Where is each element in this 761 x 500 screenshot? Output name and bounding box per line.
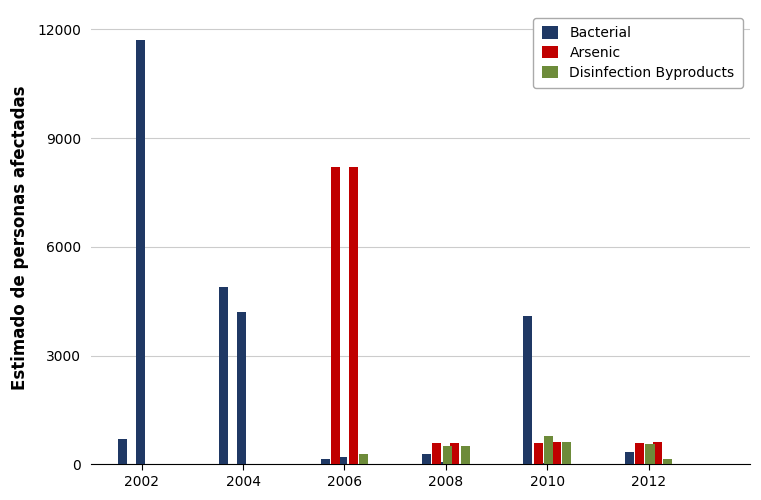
- Bar: [349, 167, 358, 464]
- Bar: [541, 462, 550, 464]
- Bar: [440, 462, 449, 464]
- Bar: [544, 436, 553, 464]
- Bar: [237, 312, 246, 464]
- Bar: [422, 454, 431, 464]
- Bar: [533, 444, 543, 464]
- Bar: [625, 452, 634, 464]
- Bar: [460, 446, 470, 464]
- Bar: [443, 446, 452, 464]
- Bar: [552, 442, 561, 464]
- Bar: [653, 442, 662, 464]
- Y-axis label: Estimado de personas afectadas: Estimado de personas afectadas: [11, 86, 29, 390]
- Bar: [339, 457, 348, 464]
- Bar: [359, 454, 368, 464]
- Bar: [645, 444, 654, 464]
- Bar: [432, 444, 441, 464]
- Bar: [450, 444, 459, 464]
- Legend: Bacterial, Arsenic, Disinfection Byproducts: Bacterial, Arsenic, Disinfection Byprodu…: [533, 18, 743, 88]
- Bar: [118, 439, 127, 464]
- Bar: [331, 167, 340, 464]
- Bar: [664, 459, 673, 464]
- Bar: [635, 444, 645, 464]
- Bar: [562, 442, 571, 464]
- Bar: [219, 287, 228, 465]
- Bar: [135, 40, 145, 465]
- Bar: [320, 459, 330, 464]
- Bar: [524, 316, 533, 464]
